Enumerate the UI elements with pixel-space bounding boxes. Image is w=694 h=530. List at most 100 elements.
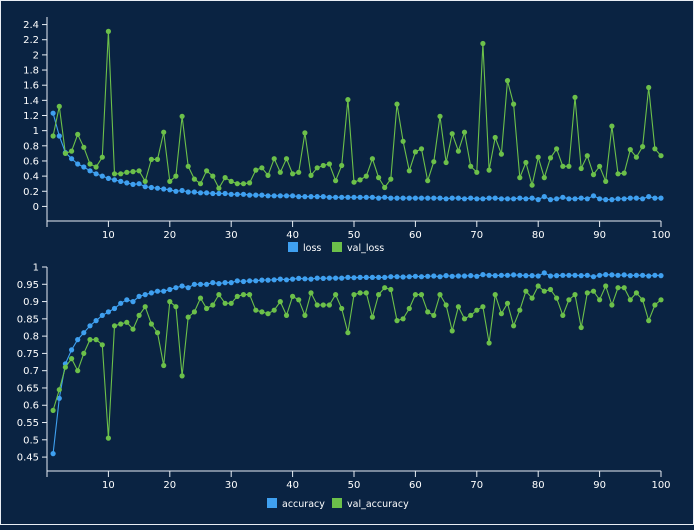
data-point <box>283 193 290 199</box>
data-point <box>204 305 210 312</box>
data-point <box>480 196 486 202</box>
data-point <box>443 273 449 279</box>
data-point <box>640 144 646 150</box>
data-point <box>418 292 425 298</box>
data-point <box>154 330 161 336</box>
data-point <box>69 347 75 353</box>
x-tick-label: 20 <box>163 480 176 491</box>
data-point <box>130 326 136 332</box>
data-point <box>314 275 320 281</box>
data-point <box>222 300 228 306</box>
data-point <box>547 273 554 279</box>
data-point <box>388 274 394 280</box>
data-point <box>640 297 646 303</box>
data-point <box>99 173 105 179</box>
data-point <box>247 180 253 186</box>
data-point <box>124 319 130 325</box>
data-point <box>167 299 173 305</box>
data-point <box>56 103 62 109</box>
data-point <box>566 163 572 169</box>
data-point <box>658 297 664 303</box>
data-point <box>271 277 277 283</box>
data-point <box>253 167 259 173</box>
data-point <box>566 196 572 202</box>
data-point <box>529 182 535 188</box>
data-point <box>197 295 204 301</box>
data-point <box>118 321 124 327</box>
data-point <box>259 192 265 198</box>
data-point <box>400 138 406 144</box>
data-point <box>382 194 388 200</box>
data-point <box>523 159 529 166</box>
data-point <box>204 281 210 287</box>
data-point <box>105 28 111 34</box>
data-point <box>418 195 425 201</box>
data-point <box>247 278 253 284</box>
y-tick-label: 0.5 <box>23 435 39 446</box>
y-tick-label: 1.4 <box>23 96 39 107</box>
data-point <box>290 193 296 199</box>
data-point <box>578 324 584 331</box>
y-tick-label: 0.6 <box>23 401 39 412</box>
data-point <box>191 176 197 182</box>
data-point <box>474 273 480 279</box>
data-point <box>621 196 627 202</box>
data-point <box>62 150 68 156</box>
data-point <box>50 451 56 457</box>
data-point <box>640 196 646 202</box>
data-point <box>468 273 474 279</box>
data-point <box>167 286 173 293</box>
y-tick-label: 2.4 <box>23 20 39 31</box>
data-point <box>357 290 363 296</box>
data-point <box>75 337 81 343</box>
data-point <box>93 337 99 343</box>
x-tick-label: 50 <box>348 480 361 491</box>
data-point <box>658 273 664 279</box>
data-point <box>437 195 443 201</box>
data-point <box>541 288 547 294</box>
data-point <box>302 312 308 318</box>
data-point <box>161 362 167 369</box>
data-point <box>461 273 468 279</box>
data-point <box>388 195 394 201</box>
data-point <box>603 283 609 289</box>
data-point <box>240 181 247 187</box>
data-point <box>69 156 75 162</box>
data-point <box>597 297 603 303</box>
y-tick-label: 0.85 <box>17 314 39 325</box>
data-point <box>627 273 633 279</box>
data-point <box>418 146 425 152</box>
data-point <box>283 312 290 318</box>
data-point <box>590 288 597 294</box>
data-point <box>449 328 455 334</box>
data-point <box>69 356 75 362</box>
x-tick-label: 100 <box>651 480 670 491</box>
data-point <box>658 153 664 159</box>
data-point <box>449 131 455 137</box>
series-line-loss <box>52 113 661 201</box>
data-point <box>222 175 228 181</box>
data-point <box>597 196 603 202</box>
data-point <box>320 302 326 308</box>
data-point <box>111 171 118 177</box>
data-point <box>486 272 492 278</box>
data-point <box>277 276 283 282</box>
data-point <box>277 193 283 199</box>
data-point <box>234 181 240 187</box>
data-point <box>265 311 271 317</box>
data-point <box>302 194 308 200</box>
data-point <box>154 288 161 294</box>
data-point <box>388 176 394 182</box>
data-point <box>412 273 418 279</box>
data-point <box>308 194 314 200</box>
data-point <box>216 185 222 191</box>
data-point <box>296 169 302 175</box>
data-point <box>222 190 228 197</box>
data-point <box>228 178 234 184</box>
data-point <box>314 165 320 171</box>
data-point <box>480 304 486 310</box>
data-point <box>455 304 461 310</box>
data-point <box>216 292 222 298</box>
legend-label-val_loss: val_loss <box>347 243 384 254</box>
